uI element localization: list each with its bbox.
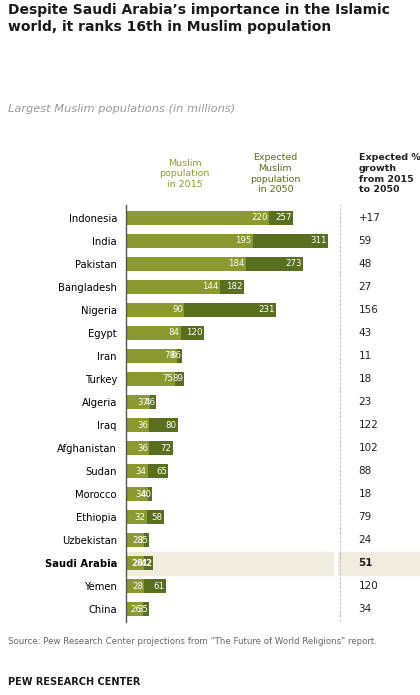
Text: 88: 88 xyxy=(359,466,372,476)
Text: 28: 28 xyxy=(132,536,143,545)
Bar xyxy=(126,349,177,363)
Text: Expected
Muslim
population
in 2050: Expected Muslim population in 2050 xyxy=(250,153,301,195)
Text: Muslim
population
in 2015: Muslim population in 2015 xyxy=(159,158,210,189)
Text: 18: 18 xyxy=(359,374,372,384)
Text: +17: +17 xyxy=(359,213,381,222)
Text: 24: 24 xyxy=(359,535,372,546)
Bar xyxy=(147,510,164,524)
Bar xyxy=(126,487,148,501)
Bar xyxy=(148,464,168,478)
Text: 42: 42 xyxy=(141,559,152,568)
Bar xyxy=(150,441,173,455)
Text: Despite Saudi Arabia’s importance in the Islamic
world, it ranks 16th in Muslim : Despite Saudi Arabia’s importance in the… xyxy=(8,3,390,34)
Text: 195: 195 xyxy=(235,236,252,245)
Text: 35: 35 xyxy=(137,605,148,614)
Text: 84: 84 xyxy=(168,329,179,337)
Text: 51: 51 xyxy=(359,558,373,569)
Bar xyxy=(175,372,184,386)
Text: 32: 32 xyxy=(134,513,145,522)
Text: Expected %
growth
from 2015
to 2050: Expected % growth from 2015 to 2050 xyxy=(359,153,420,195)
Text: 43: 43 xyxy=(359,328,372,338)
Bar xyxy=(150,418,178,432)
Text: 11: 11 xyxy=(359,351,372,361)
Text: 28: 28 xyxy=(131,559,143,568)
Text: 48: 48 xyxy=(359,259,372,269)
Bar xyxy=(126,557,144,570)
Text: 120: 120 xyxy=(359,581,378,591)
Text: 28: 28 xyxy=(132,582,143,591)
Bar xyxy=(126,395,150,409)
Bar xyxy=(148,487,152,501)
Bar xyxy=(150,395,156,409)
Bar xyxy=(144,580,165,594)
Text: 78: 78 xyxy=(164,352,176,361)
Bar xyxy=(126,211,269,224)
Text: 220: 220 xyxy=(251,213,268,222)
Bar xyxy=(126,533,144,547)
Text: 61: 61 xyxy=(153,582,164,591)
Text: 90: 90 xyxy=(172,305,183,314)
Text: 36: 36 xyxy=(137,443,148,452)
Bar xyxy=(126,418,150,432)
Bar xyxy=(144,533,149,547)
Bar xyxy=(143,603,149,616)
Bar xyxy=(126,303,184,317)
Text: 144: 144 xyxy=(202,282,218,291)
Bar xyxy=(246,257,303,270)
Text: 27: 27 xyxy=(359,281,372,292)
Text: PEW RESEARCH CENTER: PEW RESEARCH CENTER xyxy=(8,677,141,687)
Text: 79: 79 xyxy=(359,512,372,522)
Text: 23: 23 xyxy=(359,397,372,407)
Text: 58: 58 xyxy=(151,513,163,522)
Text: 86: 86 xyxy=(170,352,181,361)
Text: 120: 120 xyxy=(186,329,203,337)
Text: 122: 122 xyxy=(359,420,378,430)
Text: 34: 34 xyxy=(359,605,372,614)
Bar xyxy=(181,326,204,340)
Text: 184: 184 xyxy=(228,259,244,268)
Bar xyxy=(126,372,175,386)
Text: 311: 311 xyxy=(310,236,327,245)
Text: 273: 273 xyxy=(286,259,302,268)
Bar xyxy=(177,349,182,363)
Text: 26: 26 xyxy=(131,605,142,614)
Text: 46: 46 xyxy=(144,398,155,407)
Bar xyxy=(338,552,420,575)
Text: 182: 182 xyxy=(226,282,243,291)
Bar xyxy=(126,441,150,455)
Text: 156: 156 xyxy=(359,305,378,315)
Bar xyxy=(269,211,293,224)
Text: 40: 40 xyxy=(140,490,151,498)
Bar xyxy=(126,603,143,616)
Text: 59: 59 xyxy=(359,236,372,246)
Text: 102: 102 xyxy=(359,443,378,453)
Bar xyxy=(126,510,147,524)
Bar xyxy=(126,464,148,478)
Text: 75: 75 xyxy=(163,375,173,384)
Text: 80: 80 xyxy=(165,420,177,430)
Text: 36: 36 xyxy=(137,420,148,430)
Bar xyxy=(126,580,144,594)
Text: 37: 37 xyxy=(138,398,149,407)
Text: Largest Muslim populations (in millions): Largest Muslim populations (in millions) xyxy=(8,104,236,114)
Bar xyxy=(126,234,253,247)
Text: 72: 72 xyxy=(160,443,171,452)
Text: 34: 34 xyxy=(136,466,147,475)
Bar xyxy=(126,552,334,575)
Bar xyxy=(126,280,220,294)
Text: 34: 34 xyxy=(136,490,147,498)
Text: 35: 35 xyxy=(137,536,148,545)
Bar xyxy=(253,234,328,247)
Bar xyxy=(144,557,153,570)
Bar xyxy=(184,303,276,317)
Text: 65: 65 xyxy=(156,466,167,475)
Text: 18: 18 xyxy=(359,489,372,499)
Bar xyxy=(220,280,244,294)
Bar xyxy=(126,326,181,340)
Text: Source: Pew Research Center projections from "The Future of World Religions" rep: Source: Pew Research Center projections … xyxy=(8,637,377,646)
Text: 89: 89 xyxy=(172,375,183,384)
Text: 257: 257 xyxy=(275,213,291,222)
Bar xyxy=(126,257,246,270)
Text: 231: 231 xyxy=(258,305,275,314)
